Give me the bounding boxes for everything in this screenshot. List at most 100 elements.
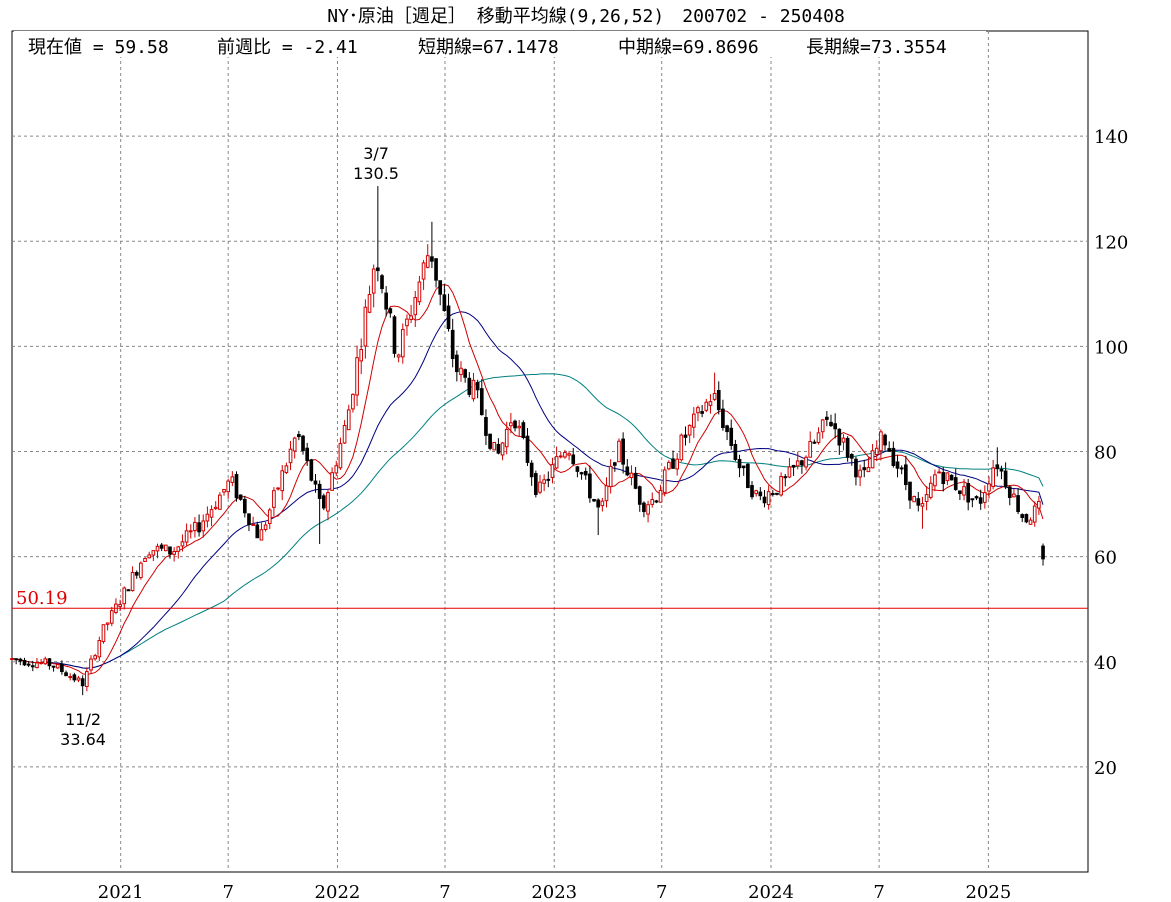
candle-body <box>500 442 505 456</box>
candle <box>251 516 255 526</box>
candle <box>600 497 605 512</box>
candle-body <box>222 488 226 493</box>
candle-body <box>272 490 276 508</box>
candle <box>89 655 93 674</box>
candle <box>874 440 879 462</box>
candle <box>608 459 613 494</box>
candle <box>188 524 193 539</box>
candle-body <box>201 520 206 532</box>
candle <box>662 466 667 497</box>
candle-body <box>962 486 966 496</box>
candle <box>891 441 896 468</box>
candle-body <box>845 437 850 458</box>
candle-body <box>567 453 571 456</box>
candle-body <box>654 500 659 503</box>
candle <box>841 434 846 451</box>
candle-body <box>787 466 792 478</box>
candle-body <box>259 529 264 541</box>
candle <box>459 361 463 382</box>
candle <box>787 457 792 479</box>
candle-body <box>596 499 601 508</box>
candle-body <box>700 411 704 414</box>
candle <box>941 466 946 492</box>
candle-body <box>255 524 260 539</box>
candle-body <box>409 315 413 320</box>
candle <box>845 436 850 462</box>
candle-body <box>467 377 472 395</box>
candle <box>72 672 77 683</box>
candle <box>779 472 783 497</box>
candle <box>114 598 118 615</box>
candle-body <box>18 658 23 662</box>
candle-body <box>351 393 355 410</box>
candle <box>575 465 580 478</box>
candle <box>463 368 467 383</box>
candle <box>305 442 310 466</box>
candle <box>467 372 472 398</box>
candle <box>226 478 231 499</box>
annotation-date: 11/2 <box>65 710 101 729</box>
candle <box>687 424 692 443</box>
candle-body <box>550 464 555 478</box>
candle <box>879 429 883 461</box>
candle <box>159 542 164 552</box>
candle-body <box>376 267 380 272</box>
x-tick-label: 7 <box>656 882 667 902</box>
candle-body <box>301 435 305 452</box>
candle-body <box>542 479 546 484</box>
candle-body <box>987 483 991 492</box>
candle <box>1028 517 1033 525</box>
candle <box>987 476 991 499</box>
candle-body <box>517 425 522 429</box>
candle-body <box>1003 470 1008 488</box>
candle-body <box>800 460 804 466</box>
candle-body <box>933 474 937 487</box>
candle-body <box>741 465 746 469</box>
candle-body <box>242 498 247 514</box>
candle-body <box>126 589 131 592</box>
candle <box>858 464 862 487</box>
candle-body <box>588 473 592 499</box>
candle-body <box>779 476 783 496</box>
y-axis: 20 40 60 80 100 120 140 <box>1094 127 1128 779</box>
candle <box>733 439 738 462</box>
candle-body <box>139 562 143 579</box>
candle-body <box>10 658 14 661</box>
candle-body <box>862 467 867 471</box>
candle-body <box>941 472 946 485</box>
candle <box>425 244 430 269</box>
candle <box>301 434 305 455</box>
candle <box>596 498 601 536</box>
candle <box>122 586 127 610</box>
candle <box>376 186 380 282</box>
candle-body <box>238 494 243 500</box>
candle <box>1037 496 1041 515</box>
candle <box>991 459 995 490</box>
candle <box>978 489 983 510</box>
candle <box>962 479 966 501</box>
candle <box>205 506 210 528</box>
candle <box>854 456 858 486</box>
candle-body <box>455 354 459 373</box>
candle-body <box>546 478 551 481</box>
candle <box>883 433 887 451</box>
candle-body <box>143 557 147 562</box>
candle <box>675 453 680 476</box>
candle <box>292 436 297 459</box>
candle-body <box>172 550 176 555</box>
candle <box>442 284 447 312</box>
y-tick-label: 100 <box>1094 337 1128 358</box>
candle <box>334 460 339 477</box>
candle-body <box>633 472 638 489</box>
candle <box>953 468 958 491</box>
candle-body <box>883 434 887 446</box>
candle <box>14 658 18 665</box>
candle-body <box>425 255 430 268</box>
candle <box>276 487 280 491</box>
candle-body <box>1020 514 1025 518</box>
candle-body <box>974 496 979 499</box>
candle <box>400 323 405 364</box>
candle-body <box>205 513 210 522</box>
candle <box>263 522 268 532</box>
